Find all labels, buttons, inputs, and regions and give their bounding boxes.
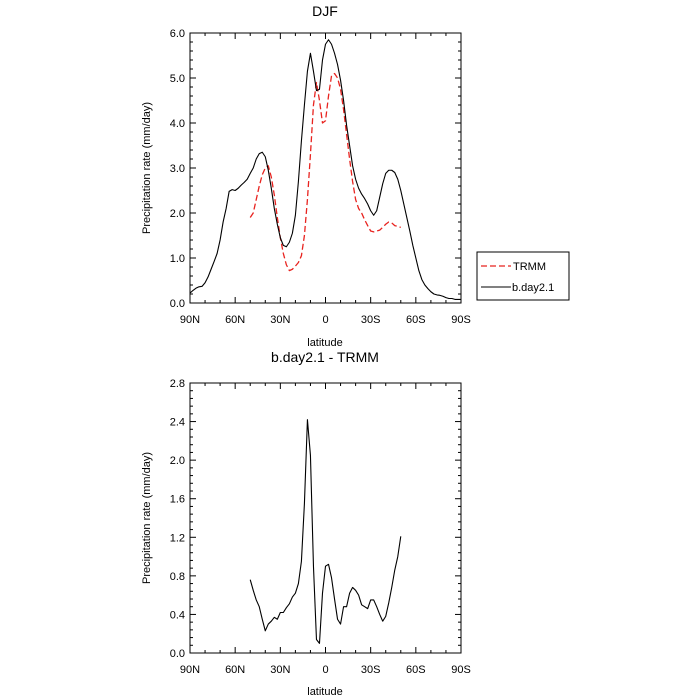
y-tick-label: 2.0: [170, 455, 185, 467]
legend: TRMM b.day2.1: [476, 251, 570, 301]
series-lines: [189, 39, 461, 300]
x-tick-label: 60N: [225, 664, 245, 676]
chart-title: b.day2.1 - TRMM: [271, 349, 379, 365]
y-tick-label: 0.0: [170, 298, 185, 310]
y-tick-label: 0.4: [170, 609, 185, 621]
plot-frame: [189, 32, 462, 304]
y-tick-label: 6.0: [170, 28, 185, 40]
series-line-b-day2-1: [189, 39, 461, 300]
bottom-panel-difference: b.day2.1 - TRMM latitude Precipitation r…: [141, 349, 471, 698]
x-tick-label: 90S: [451, 314, 471, 326]
x-tick-label: 90N: [180, 314, 200, 326]
y-tick-label: 1.0: [170, 253, 185, 265]
legend-label-bday21: b.day2.1: [512, 282, 554, 294]
y-tick-label: 0.0: [170, 648, 185, 660]
y-tick-label: 1.6: [170, 494, 185, 506]
x-tick-label: 90S: [451, 664, 471, 676]
series-line-difference: [249, 419, 402, 644]
y-tick-label: 5.0: [170, 73, 185, 85]
x-axis-label: latitude: [307, 337, 342, 349]
y-tick-label: 2.8: [170, 378, 185, 390]
y-tick-label: 1.2: [170, 532, 185, 544]
series-line-trmm: [249, 72, 401, 272]
y-axis-label: Precipitation rate (mm/day): [141, 102, 153, 234]
y-tick-label: 0.8: [170, 571, 185, 583]
x-tick-label: 30N: [270, 314, 290, 326]
series-lines: [249, 419, 402, 644]
x-tick-label: 30S: [361, 314, 381, 326]
y-tick-label: 2.4: [170, 417, 185, 429]
legend-box: [476, 251, 570, 301]
x-axis-label: latitude: [307, 686, 342, 698]
x-tick-label: 60S: [406, 664, 426, 676]
y-tick-label: 4.0: [170, 118, 185, 130]
top-panel-djf: DJF latitude Precipitation rate (mm/day)…: [141, 3, 570, 349]
x-tick-label: 30N: [270, 664, 290, 676]
chart-title: DJF: [312, 3, 338, 19]
y-axis-label: Precipitation rate (mm/day): [141, 452, 153, 584]
x-tick-label: 0: [322, 664, 328, 676]
x-tick-label: 90N: [180, 664, 200, 676]
x-tick-label: 30S: [361, 664, 381, 676]
y-tick-label: 3.0: [170, 163, 185, 175]
x-tick-label: 0: [322, 314, 328, 326]
plot-frame: [189, 382, 462, 654]
x-tick-label: 60N: [225, 314, 245, 326]
axis-ticks: 90N 60N 30N 0 30S 60S 90S 0.0 0.4 0.8 1.2 1.6 2.0 2.4…: [170, 378, 471, 676]
axis-ticks: 90N 60N 30N 0 30S 60S 90S 0.0 1.0 2.0 3.0 4.0 5.0 6.0: [170, 28, 471, 326]
x-tick-label: 60S: [406, 314, 426, 326]
legend-label-trmm: TRMM: [513, 261, 546, 273]
y-tick-label: 2.0: [170, 208, 185, 220]
